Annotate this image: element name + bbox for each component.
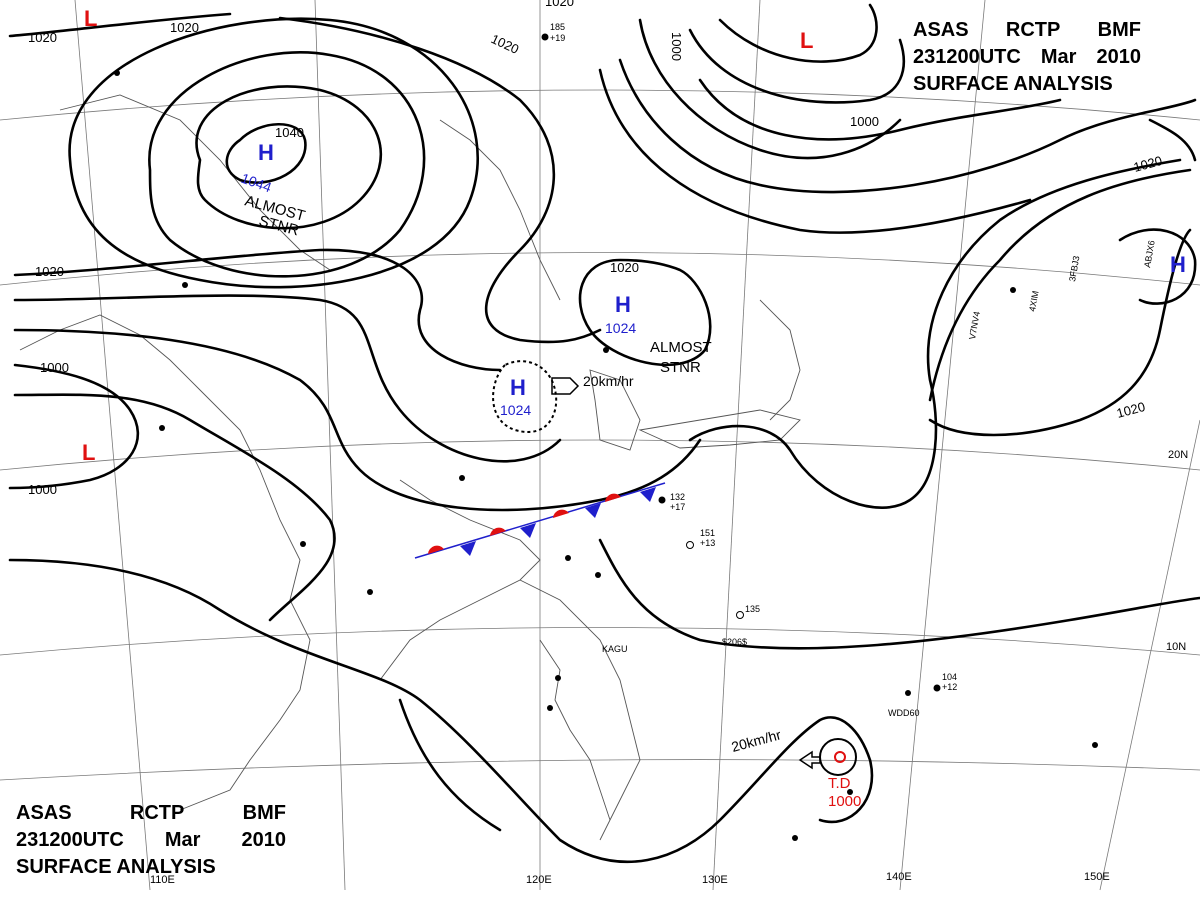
low-center-symbol: L bbox=[800, 28, 813, 53]
station-id: WDD60 bbox=[888, 708, 920, 718]
header-agency: ASAS bbox=[913, 19, 969, 41]
stationary-note: STNR bbox=[660, 359, 701, 376]
station-value: $206$ bbox=[722, 637, 747, 647]
longitude-label: 150E bbox=[1084, 871, 1110, 883]
isobar-label: 1020 bbox=[35, 264, 64, 279]
header-product: SURFACE ANALYSIS bbox=[913, 73, 1113, 95]
station-value: 185 bbox=[550, 22, 565, 32]
station-plots: 185 +19 132 +17 151 +13 135 $206$ KAGU W… bbox=[114, 22, 1157, 841]
high-center-symbol: H bbox=[615, 292, 631, 317]
longitude-label: 130E bbox=[702, 874, 728, 886]
low-center-symbol: L bbox=[82, 440, 95, 465]
header-station: RCTP bbox=[129, 802, 185, 824]
header-month: Mar bbox=[164, 829, 201, 851]
tropical-depression-icon bbox=[834, 751, 846, 763]
high-center-symbol: H bbox=[258, 140, 274, 165]
motion-arrow-icon bbox=[798, 750, 821, 770]
station-value: +13 bbox=[700, 538, 715, 548]
header-month: Mar bbox=[1040, 46, 1077, 68]
station-id: 4XIM bbox=[1027, 290, 1040, 312]
latitude-label: 20N bbox=[1168, 449, 1188, 461]
isobar-label: 1000 bbox=[40, 360, 69, 375]
station-id: KAGU bbox=[602, 644, 628, 654]
longitude-label: 120E bbox=[526, 874, 552, 886]
header-office: BMF bbox=[242, 802, 286, 824]
header-valid-time: 231200UTC bbox=[913, 46, 1021, 68]
isobar-labels: 1020 1020 1020 1020 1000 1020 1000 1020 … bbox=[28, 0, 1164, 497]
isobar-label: 1000 bbox=[669, 32, 684, 61]
station-value: +19 bbox=[550, 33, 565, 43]
chart-header-bottom: ASAS RCTP BMF 231200UTC Mar 2010 SURFACE… bbox=[16, 800, 286, 881]
longitude-label: 110E bbox=[150, 874, 175, 886]
isobar-label: 1000 bbox=[850, 114, 879, 129]
grid-labels: 110E 120E 130E 140E 150E 20N 10N bbox=[150, 449, 1188, 886]
stationary-note: ALMOST bbox=[650, 339, 712, 356]
chart-header-top: ASAS RCTP BMF 231200UTC Mar 2010 SURFACE… bbox=[913, 17, 1141, 98]
motion-label: 20km/hr bbox=[583, 373, 634, 389]
station-value: 104 bbox=[942, 672, 957, 682]
motion-arrow-icon bbox=[551, 377, 580, 395]
station-value: +12 bbox=[942, 682, 957, 692]
high-center-symbol: H bbox=[1170, 252, 1186, 277]
header-product: SURFACE ANALYSIS bbox=[16, 856, 216, 878]
isobar-label: 1020 bbox=[610, 260, 639, 275]
isobar-label: 1020 bbox=[545, 0, 574, 9]
station-id: V7NV4 bbox=[967, 311, 982, 341]
isobar-label: 1020 bbox=[28, 30, 57, 45]
isobar-label: 1040 bbox=[275, 125, 304, 140]
isobar-label: 1000 bbox=[28, 482, 57, 497]
header-station: RCTP bbox=[1005, 19, 1061, 41]
low-center-symbol: L bbox=[84, 6, 97, 31]
tropical-depression-label: T.D bbox=[828, 775, 851, 792]
tropical-depression-value: 1000 bbox=[828, 793, 861, 810]
header-year: 2010 bbox=[241, 829, 286, 851]
isobar-label: 1020 bbox=[1115, 399, 1147, 421]
coastlines bbox=[19, 94, 801, 841]
isobar-label: 1020 bbox=[1132, 153, 1164, 175]
station-value: 135 bbox=[745, 604, 760, 614]
stationary-front bbox=[414, 482, 666, 559]
isobar-label: 1020 bbox=[170, 20, 199, 35]
station-value: 151 bbox=[700, 528, 715, 538]
station-value: 132 bbox=[670, 492, 685, 502]
header-agency: ASAS bbox=[16, 802, 72, 824]
isobars bbox=[8, 3, 1200, 864]
header-year: 2010 bbox=[1096, 46, 1141, 68]
longitude-label: 140E bbox=[886, 871, 912, 883]
station-id: ABJX6 bbox=[1142, 240, 1157, 269]
header-valid-time: 231200UTC bbox=[16, 829, 124, 851]
latitude-label: 10N bbox=[1166, 641, 1186, 653]
station-id: 3FBJ3 bbox=[1067, 255, 1081, 282]
station-value: +17 bbox=[670, 502, 685, 512]
header-office: BMF bbox=[1097, 19, 1141, 41]
high-center-value: 1024 bbox=[605, 320, 636, 336]
high-center-symbol: H bbox=[510, 375, 526, 400]
high-center-value: 1024 bbox=[500, 402, 531, 418]
